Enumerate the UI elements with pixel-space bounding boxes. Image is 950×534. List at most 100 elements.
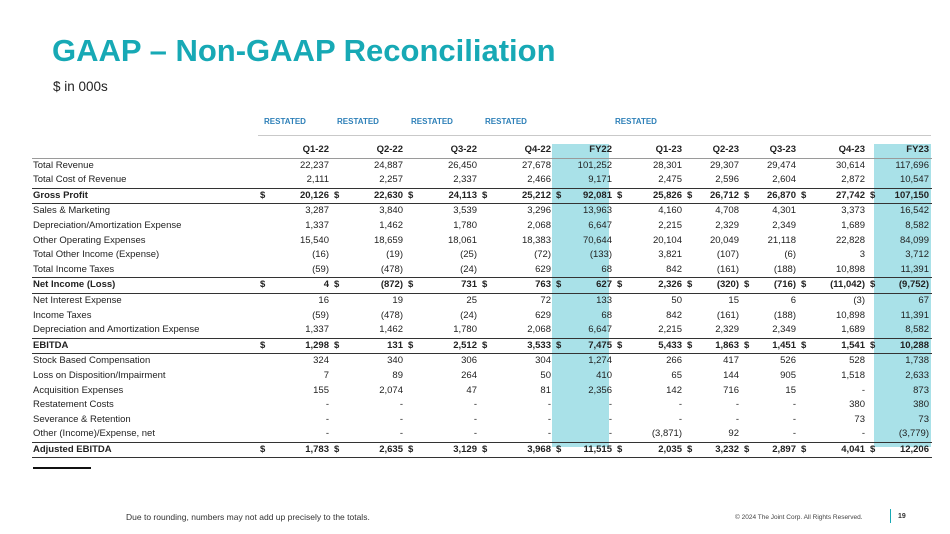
- cell-value: -: [678, 413, 682, 425]
- cell-value: 131: [387, 339, 403, 351]
- table-cell: -: [406, 398, 480, 413]
- cell-value: 1,689: [841, 324, 865, 336]
- cell-value: 1,462: [379, 324, 403, 336]
- table-cell: -: [799, 427, 868, 442]
- currency-symbol: $: [334, 279, 340, 291]
- currency-symbol: $: [482, 443, 488, 455]
- row-label: Acquisition Expenses: [33, 384, 124, 396]
- table-cell: $3,232: [685, 441, 742, 459]
- row-label: EBITDA: [32, 337, 258, 355]
- cell-value: 19: [392, 294, 403, 306]
- currency-symbol: $: [687, 279, 693, 291]
- table-cell: 15: [685, 293, 742, 308]
- cell-value: 6,647: [588, 219, 612, 231]
- cell-value: 1,462: [379, 219, 403, 231]
- cell-value: 2,215: [658, 219, 682, 231]
- currency-symbol: $: [556, 279, 562, 291]
- currency-symbol: $: [870, 279, 876, 291]
- table-cell: 11,391: [868, 309, 932, 324]
- row-label: Depreciation and Amortization Expense: [33, 324, 200, 336]
- cell-value: 2,596: [715, 174, 739, 186]
- table-cell: $22,630: [332, 187, 406, 205]
- table-cell: 380: [868, 398, 932, 413]
- table-cell: 380: [799, 398, 868, 413]
- cell-value: 8,582: [905, 219, 929, 231]
- table-cell: 266: [615, 354, 685, 369]
- cell-value: 716: [723, 384, 739, 396]
- cell-value: 526: [780, 355, 796, 367]
- table-cell: (133): [554, 248, 615, 263]
- cell-value: 304: [535, 355, 551, 367]
- table-cell: 528: [799, 354, 868, 369]
- table-cell: 1,462: [332, 219, 406, 234]
- table-row: Loss on Disposition/Impairment 7 89 264 50 41…: [32, 369, 932, 384]
- cell-value: -: [678, 399, 682, 411]
- cell-value: 905: [780, 369, 796, 381]
- row-label: Restatement Costs: [33, 399, 114, 411]
- cell-value: 24,113: [448, 189, 477, 201]
- cell-value: 410: [596, 369, 612, 381]
- table-cell: 6: [742, 293, 799, 308]
- units-subtitle: $ in 000s: [53, 79, 108, 94]
- cell-value: -: [473, 413, 477, 425]
- cell-value: (19): [386, 249, 403, 261]
- cell-value: 67: [918, 294, 929, 306]
- table-cell: (478): [332, 309, 406, 324]
- row-label: Stock Based Compensation: [33, 355, 151, 367]
- table-cell: -: [554, 398, 615, 413]
- cell-value: (59): [312, 309, 329, 321]
- table-cell: 16: [258, 293, 332, 308]
- currency-symbol: $: [482, 189, 488, 201]
- table-cell: 4,301: [742, 204, 799, 219]
- cell-value: 26,450: [447, 159, 477, 171]
- table-row: Total Income Taxes (59) (478) (24) 629 68 842 (…: [32, 263, 932, 278]
- cell-value: 4,301: [772, 205, 796, 217]
- cell-value: -: [735, 413, 739, 425]
- row-label: Total Cost of Revenue: [33, 174, 127, 186]
- table-cell: -: [332, 413, 406, 428]
- reconciliation-table: Q1-22 Q2-22 Q3-22 Q4-22 FY22 Q1-23 Q2-23…: [32, 143, 932, 459]
- table-cell: 73: [868, 413, 932, 428]
- cell-value: 842: [666, 263, 682, 275]
- row-label: Sales & Marketing: [33, 205, 111, 217]
- table-cell: 18,659: [332, 234, 406, 249]
- cell-value: 2,512: [453, 339, 477, 351]
- table-cell: 842: [615, 309, 685, 324]
- cell-value: 5,433: [658, 339, 682, 351]
- table-cell: $3,533: [480, 337, 554, 355]
- table-cell: (478): [332, 263, 406, 278]
- cell-value: 29,307: [709, 159, 739, 171]
- column-header: Q2-23: [685, 143, 742, 159]
- table-cell: 340: [332, 354, 406, 369]
- cell-value: 1,274: [588, 355, 612, 367]
- cell-value: 20,104: [652, 234, 682, 246]
- table-cell: 2,257: [332, 173, 406, 188]
- table-cell: $4: [258, 277, 332, 294]
- table-cell: 4,708: [685, 204, 742, 219]
- cell-value: -: [608, 428, 612, 440]
- table-cell: 2,329: [685, 219, 742, 234]
- cell-value: 417: [723, 355, 739, 367]
- table-cell: 10,898: [799, 309, 868, 324]
- cell-value: (3): [853, 294, 865, 306]
- table-cell: (24): [406, 309, 480, 324]
- table-cell: 417: [685, 354, 742, 369]
- table-cell: 13,963: [554, 204, 615, 219]
- row-label: Gross Profit: [32, 187, 258, 205]
- table-cell: 2,215: [615, 323, 685, 338]
- cell-value: 2,337: [453, 174, 477, 186]
- cell-value: 101,252: [577, 159, 612, 171]
- table-cell: 2,068: [480, 323, 554, 338]
- table-cell: 15,540: [258, 234, 332, 249]
- table-cell: $24,113: [406, 187, 480, 205]
- cell-value: 22,237: [299, 159, 329, 171]
- cell-value: 6,647: [588, 324, 612, 336]
- currency-symbol: $: [260, 443, 266, 455]
- table-cell: 3,373: [799, 204, 868, 219]
- table-cell: 1,780: [406, 323, 480, 338]
- cell-value: 324: [313, 355, 329, 367]
- table-cell: -: [742, 398, 799, 413]
- table-cell: 65: [615, 369, 685, 384]
- table-cell: 2,872: [799, 173, 868, 188]
- cell-value: (161): [716, 263, 739, 275]
